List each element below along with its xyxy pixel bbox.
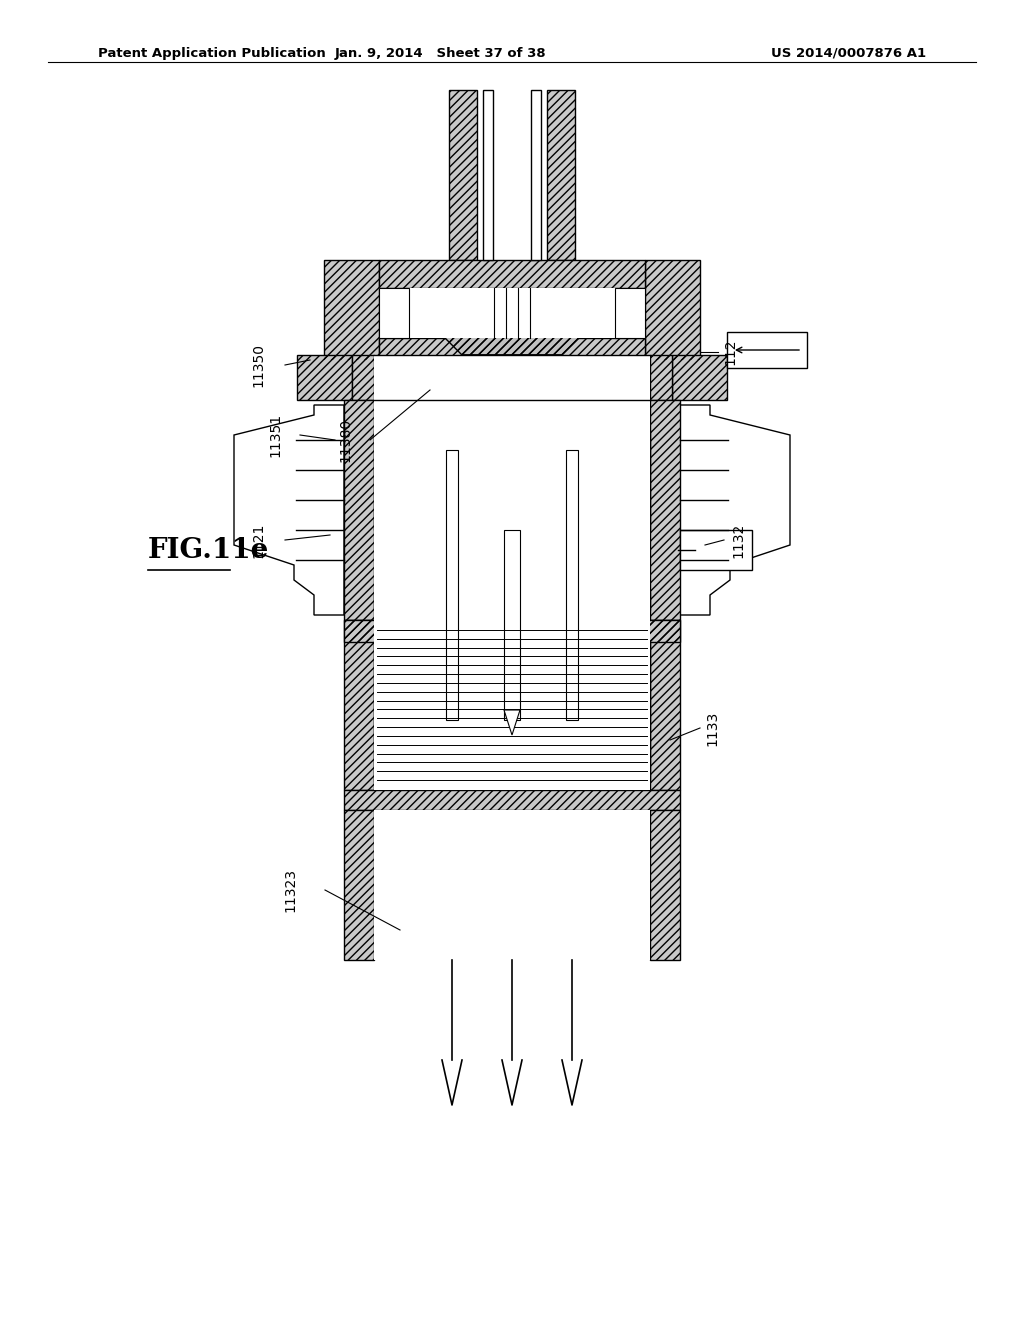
Bar	[477, 294, 547, 315]
Text: 1132: 1132	[731, 523, 745, 557]
Polygon shape	[234, 405, 344, 615]
Bar	[650, 400, 680, 620]
Text: US 2014/0007876 A1: US 2014/0007876 A1	[771, 46, 926, 59]
Bar	[344, 620, 680, 642]
Bar	[374, 430, 650, 450]
Bar	[379, 338, 645, 360]
Bar	[625, 450, 650, 531]
Bar	[324, 260, 379, 360]
Bar	[374, 400, 650, 620]
Bar	[374, 628, 396, 781]
Bar	[297, 355, 352, 400]
Bar	[374, 628, 396, 781]
Bar	[344, 620, 374, 789]
Bar	[379, 338, 645, 360]
Polygon shape	[399, 450, 472, 531]
Bar	[344, 400, 374, 620]
Bar	[483, 90, 493, 260]
Bar	[645, 260, 700, 360]
Bar	[625, 450, 650, 531]
Bar	[650, 810, 680, 960]
Bar	[547, 90, 575, 260]
Bar	[374, 355, 650, 400]
Bar	[650, 400, 680, 620]
Bar	[615, 288, 645, 338]
Bar	[379, 288, 645, 338]
Text: 1121: 1121	[251, 523, 265, 557]
Bar	[727, 333, 807, 368]
Bar	[344, 810, 374, 960]
Bar	[344, 810, 374, 960]
Bar	[566, 450, 578, 719]
Text: FIG.11e: FIG.11e	[148, 536, 269, 564]
Text: 11323: 11323	[283, 869, 297, 912]
Text: 11351: 11351	[268, 413, 282, 457]
Polygon shape	[680, 405, 790, 615]
Bar	[650, 620, 680, 789]
Bar	[650, 355, 672, 400]
Bar	[645, 260, 700, 360]
Bar	[374, 450, 399, 531]
Bar	[680, 531, 752, 570]
Text: Jan. 9, 2014   Sheet 37 of 38: Jan. 9, 2014 Sheet 37 of 38	[335, 46, 546, 59]
Bar	[374, 450, 399, 531]
Bar	[379, 288, 409, 338]
Text: 11380: 11380	[338, 418, 352, 462]
Bar	[449, 90, 477, 260]
Bar	[531, 90, 541, 260]
Bar	[650, 810, 680, 960]
Polygon shape	[552, 450, 625, 531]
Polygon shape	[462, 355, 562, 395]
Bar	[379, 260, 645, 288]
Bar	[449, 90, 477, 260]
Bar	[477, 294, 547, 315]
Text: 1133: 1133	[705, 710, 719, 746]
Bar	[344, 400, 374, 620]
Polygon shape	[504, 710, 520, 735]
Bar	[344, 789, 680, 810]
Bar	[324, 260, 379, 360]
Text: Patent Application Publication: Patent Application Publication	[98, 46, 326, 59]
Bar	[379, 260, 645, 288]
Bar	[504, 531, 520, 719]
Bar	[374, 430, 650, 450]
Bar	[628, 628, 650, 781]
Bar	[352, 355, 374, 400]
Bar	[374, 591, 650, 610]
Bar	[374, 620, 650, 789]
Bar	[344, 789, 680, 810]
Bar	[672, 355, 727, 400]
Bar	[344, 620, 680, 642]
Bar	[344, 620, 374, 789]
Bar	[672, 355, 727, 400]
Bar	[650, 620, 680, 789]
Bar	[297, 355, 352, 400]
Bar	[628, 628, 650, 781]
Bar	[547, 90, 575, 260]
Bar	[374, 591, 650, 610]
Text: 11350: 11350	[251, 343, 265, 387]
Bar	[374, 810, 650, 960]
Text: 112: 112	[723, 339, 737, 366]
Polygon shape	[422, 315, 602, 355]
Bar	[446, 450, 458, 719]
Bar	[352, 355, 374, 400]
Bar	[650, 355, 672, 400]
